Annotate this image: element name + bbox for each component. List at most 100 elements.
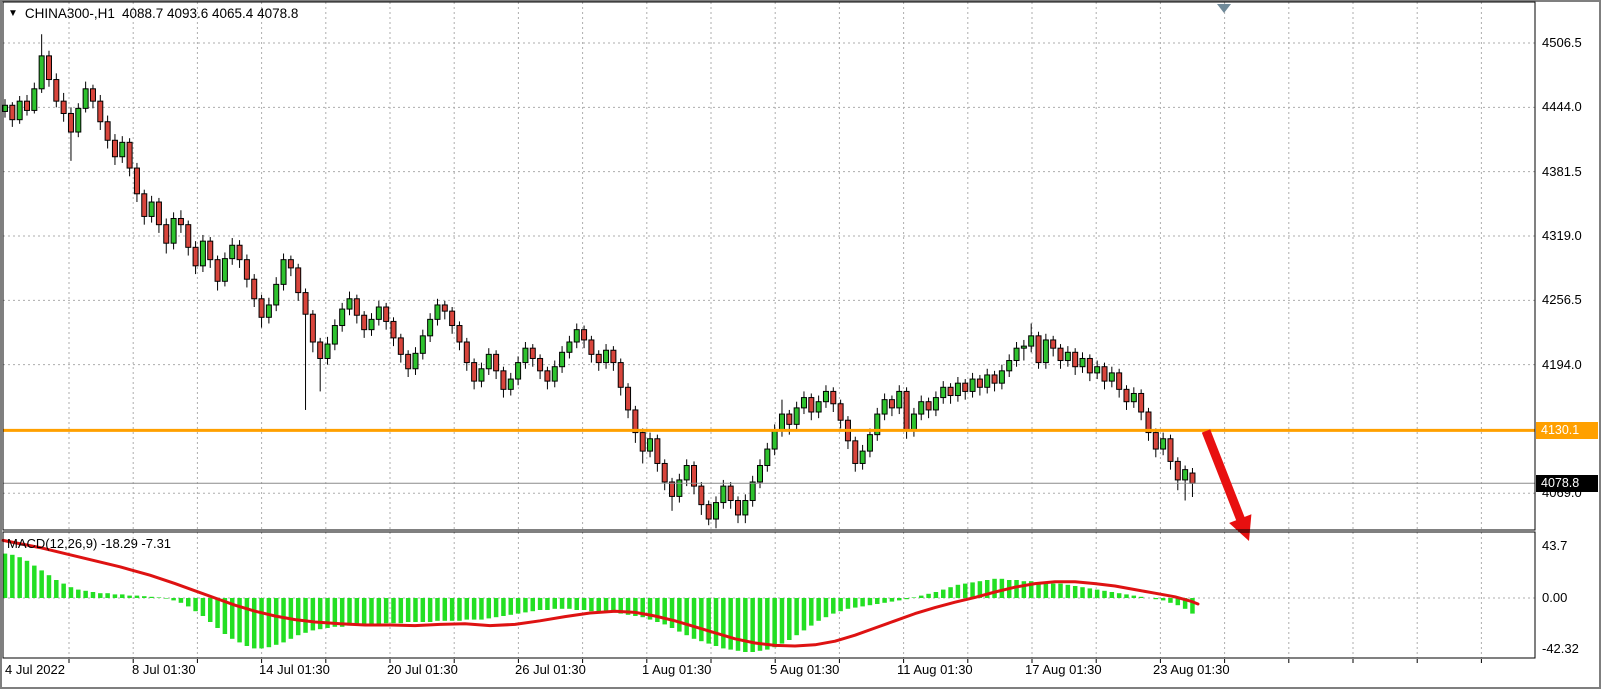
macd-histogram-bar — [545, 598, 550, 610]
candle-body — [192, 246, 199, 267]
candle-body — [683, 465, 690, 481]
candle-body — [265, 304, 272, 318]
candle-body — [295, 267, 302, 294]
macd-histogram-bar — [589, 598, 594, 612]
candle-body — [229, 244, 236, 260]
candle-body — [537, 357, 544, 372]
candle-body — [353, 298, 360, 316]
macd-histogram-bar — [10, 554, 15, 598]
macd-histogram-bar — [1190, 598, 1195, 614]
chart-title: ▼ CHINA300-,H1 4088.7 4093.6 4065.4 4078… — [8, 6, 298, 21]
candle-body — [463, 341, 470, 364]
macd-histogram-bar — [237, 598, 242, 643]
candle-body — [793, 407, 800, 425]
macd-histogram-bar — [669, 598, 675, 628]
candle-body — [163, 224, 170, 244]
candle-body — [405, 353, 412, 370]
candle-body — [786, 413, 793, 425]
macd-histogram-bar — [1116, 593, 1122, 598]
macd-histogram-bar — [750, 598, 755, 652]
chart-shift-marker-icon[interactable] — [1217, 4, 1231, 13]
macd-histogram-bar — [581, 598, 587, 610]
macd-histogram-bar — [618, 598, 623, 614]
macd-histogram-bar — [677, 598, 682, 632]
macd-histogram-bar — [831, 598, 836, 614]
macd-histogram-bar — [552, 598, 557, 609]
macd-histogram-bar — [32, 565, 37, 598]
candle-body — [991, 374, 998, 384]
candle-body — [427, 318, 434, 337]
candle-body — [808, 397, 815, 413]
macd-histogram-bar — [875, 598, 880, 604]
candle-body — [38, 55, 45, 90]
macd-histogram-bar — [493, 598, 499, 618]
macd-histogram-bar — [295, 598, 301, 636]
candle-body — [243, 259, 250, 280]
macd-histogram-bar — [1065, 584, 1071, 598]
price-pane-bg[interactable] — [3, 2, 1535, 530]
macd-histogram-bar — [281, 598, 286, 643]
macd-histogram-bar — [845, 598, 851, 609]
macd-histogram-bar — [90, 592, 96, 598]
macd-signal-line — [1, 538, 1200, 648]
symbol-dropdown-icon[interactable]: ▼ — [8, 8, 18, 19]
macd-histogram-bar — [369, 598, 374, 625]
macd-histogram-bar — [171, 598, 176, 601]
candle-body — [603, 349, 610, 364]
candle-body — [588, 339, 595, 355]
candle-body — [375, 306, 382, 320]
macd-histogram-bar — [559, 598, 565, 609]
candle-body — [559, 351, 566, 368]
candle-body — [1138, 392, 1145, 413]
macd-histogram-bar — [523, 598, 528, 613]
candle-body — [214, 259, 221, 282]
candle-body — [947, 386, 954, 397]
macd-histogram-bar — [713, 598, 719, 646]
macd-histogram-bar — [940, 589, 946, 598]
candle-body — [258, 298, 265, 318]
macd-histogram-bar — [1014, 580, 1019, 598]
macd-histogram-bar — [1043, 582, 1049, 598]
macd-histogram-bar — [479, 598, 484, 620]
macd-histogram-bar — [303, 598, 308, 633]
candle-body — [874, 413, 881, 436]
macd-histogram-bar — [735, 598, 741, 651]
candle-body — [698, 485, 705, 506]
candle-body — [1020, 345, 1027, 349]
candle-body — [236, 244, 243, 261]
candle-body — [800, 397, 807, 409]
macd-histogram-bar — [251, 598, 257, 649]
down-arrow-annotation[interactable] — [1201, 429, 1245, 521]
macd-histogram-bar — [860, 598, 865, 607]
macd-histogram-bar — [699, 598, 704, 642]
macd-histogram-bar — [809, 598, 814, 626]
candle-body — [449, 310, 456, 327]
candle-body — [361, 314, 368, 331]
candle-body — [141, 193, 148, 217]
candle-body — [1116, 372, 1123, 390]
macd-histogram-bar — [647, 598, 653, 620]
macd-histogram-bar — [625, 598, 631, 615]
macd-histogram-bar — [310, 598, 316, 631]
macd-histogram-bar — [706, 598, 711, 644]
candle-body — [954, 382, 961, 397]
candle-body — [456, 325, 463, 343]
macd-histogram-bar — [984, 580, 990, 598]
candle-body — [756, 465, 763, 483]
candle-body — [617, 362, 624, 388]
macd-histogram-bar — [1153, 598, 1159, 600]
candle-body — [273, 283, 280, 306]
macd-histogram-bar — [897, 598, 902, 601]
macd-histogram-bar — [853, 598, 858, 608]
macd-histogram-bar — [391, 598, 396, 624]
macd-histogram-bar — [332, 598, 338, 627]
macd-histogram-bar — [207, 598, 213, 622]
candle-body — [1101, 366, 1108, 382]
candle-body — [45, 55, 52, 81]
candle-body — [764, 448, 771, 467]
candle-body — [485, 353, 492, 370]
macd-histogram-bar — [948, 587, 953, 598]
macd-histogram-bar — [911, 597, 917, 598]
